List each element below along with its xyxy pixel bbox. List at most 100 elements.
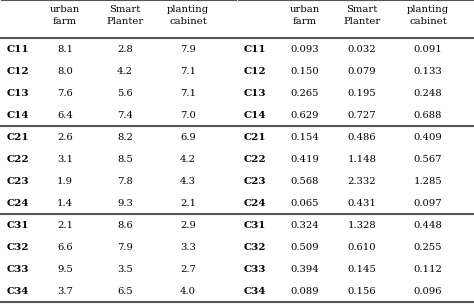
Text: 7.0: 7.0 — [180, 110, 196, 120]
Text: C12: C12 — [7, 66, 29, 76]
Text: Smart: Smart — [109, 6, 141, 14]
Text: 0.486: 0.486 — [348, 132, 376, 141]
Text: C21: C21 — [7, 132, 29, 141]
Text: 7.1: 7.1 — [180, 88, 196, 98]
Text: 1.4: 1.4 — [57, 199, 73, 207]
Text: C31: C31 — [244, 221, 266, 230]
Text: 0.431: 0.431 — [347, 199, 376, 207]
Text: 8.1: 8.1 — [57, 44, 73, 54]
Text: C21: C21 — [244, 132, 266, 141]
Text: 1.9: 1.9 — [57, 177, 73, 185]
Text: C12: C12 — [244, 66, 266, 76]
Text: 3.7: 3.7 — [57, 286, 73, 296]
Text: 0.150: 0.150 — [291, 66, 319, 76]
Text: Planter: Planter — [106, 17, 144, 27]
Text: 2.9: 2.9 — [180, 221, 196, 230]
Text: 4.2: 4.2 — [180, 155, 196, 163]
Text: 4.3: 4.3 — [180, 177, 196, 185]
Text: 0.394: 0.394 — [291, 264, 319, 274]
Text: Smart: Smart — [346, 6, 378, 14]
Text: 5.6: 5.6 — [117, 88, 133, 98]
Text: 7.9: 7.9 — [117, 242, 133, 252]
Text: C34: C34 — [7, 286, 29, 296]
Text: 8.5: 8.5 — [117, 155, 133, 163]
Text: 9.5: 9.5 — [57, 264, 73, 274]
Text: 0.145: 0.145 — [347, 264, 376, 274]
Text: C23: C23 — [244, 177, 266, 185]
Text: C22: C22 — [7, 155, 29, 163]
Text: C32: C32 — [244, 242, 266, 252]
Text: 3.5: 3.5 — [117, 264, 133, 274]
Text: 2.8: 2.8 — [117, 44, 133, 54]
Text: C34: C34 — [244, 286, 266, 296]
Text: 2.1: 2.1 — [180, 199, 196, 207]
Text: C22: C22 — [244, 155, 266, 163]
Text: 3.3: 3.3 — [180, 242, 196, 252]
Text: 6.9: 6.9 — [180, 132, 196, 141]
Text: urban: urban — [50, 6, 80, 14]
Text: 0.032: 0.032 — [348, 44, 376, 54]
Text: 2.6: 2.6 — [57, 132, 73, 141]
Text: 2.332: 2.332 — [348, 177, 376, 185]
Text: 0.419: 0.419 — [291, 155, 319, 163]
Text: C33: C33 — [7, 264, 29, 274]
Text: cabinet: cabinet — [409, 17, 447, 27]
Text: 0.688: 0.688 — [414, 110, 442, 120]
Text: cabinet: cabinet — [169, 17, 207, 27]
Text: 0.093: 0.093 — [291, 44, 319, 54]
Text: 0.610: 0.610 — [348, 242, 376, 252]
Text: 0.409: 0.409 — [414, 132, 442, 141]
Text: 8.6: 8.6 — [117, 221, 133, 230]
Text: C32: C32 — [7, 242, 29, 252]
Text: 0.448: 0.448 — [413, 221, 442, 230]
Text: 7.8: 7.8 — [117, 177, 133, 185]
Text: 9.3: 9.3 — [117, 199, 133, 207]
Text: 7.4: 7.4 — [117, 110, 133, 120]
Text: 0.727: 0.727 — [348, 110, 376, 120]
Text: 1.148: 1.148 — [347, 155, 376, 163]
Text: 0.112: 0.112 — [413, 264, 442, 274]
Text: 0.065: 0.065 — [291, 199, 319, 207]
Text: 2.7: 2.7 — [180, 264, 196, 274]
Text: 0.097: 0.097 — [414, 199, 442, 207]
Text: farm: farm — [53, 17, 77, 27]
Text: C11: C11 — [7, 44, 29, 54]
Text: 3.1: 3.1 — [57, 155, 73, 163]
Text: 7.6: 7.6 — [57, 88, 73, 98]
Text: 0.091: 0.091 — [414, 44, 442, 54]
Text: 6.4: 6.4 — [57, 110, 73, 120]
Text: C23: C23 — [7, 177, 29, 185]
Text: 0.567: 0.567 — [414, 155, 442, 163]
Text: 1.285: 1.285 — [414, 177, 442, 185]
Text: 0.629: 0.629 — [291, 110, 319, 120]
Text: C24: C24 — [7, 199, 29, 207]
Text: 0.195: 0.195 — [347, 88, 376, 98]
Text: 1.328: 1.328 — [347, 221, 376, 230]
Text: 0.265: 0.265 — [291, 88, 319, 98]
Text: 4.2: 4.2 — [117, 66, 133, 76]
Text: 7.1: 7.1 — [180, 66, 196, 76]
Text: 0.568: 0.568 — [291, 177, 319, 185]
Text: 0.255: 0.255 — [414, 242, 442, 252]
Text: 7.9: 7.9 — [180, 44, 196, 54]
Text: C31: C31 — [7, 221, 29, 230]
Text: C24: C24 — [244, 199, 266, 207]
Text: 0.089: 0.089 — [291, 286, 319, 296]
Text: 2.1: 2.1 — [57, 221, 73, 230]
Text: planting: planting — [167, 6, 209, 14]
Text: 0.133: 0.133 — [414, 66, 442, 76]
Text: 0.079: 0.079 — [348, 66, 376, 76]
Text: C14: C14 — [7, 110, 29, 120]
Text: 0.156: 0.156 — [348, 286, 376, 296]
Text: Planter: Planter — [343, 17, 381, 27]
Text: 0.509: 0.509 — [291, 242, 319, 252]
Text: 0.324: 0.324 — [291, 221, 319, 230]
Text: 0.096: 0.096 — [414, 286, 442, 296]
Text: 6.5: 6.5 — [117, 286, 133, 296]
Text: 0.248: 0.248 — [414, 88, 442, 98]
Text: 6.6: 6.6 — [57, 242, 73, 252]
Text: 4.0: 4.0 — [180, 286, 196, 296]
Text: C13: C13 — [7, 88, 29, 98]
Text: farm: farm — [293, 17, 317, 27]
Text: planting: planting — [407, 6, 449, 14]
